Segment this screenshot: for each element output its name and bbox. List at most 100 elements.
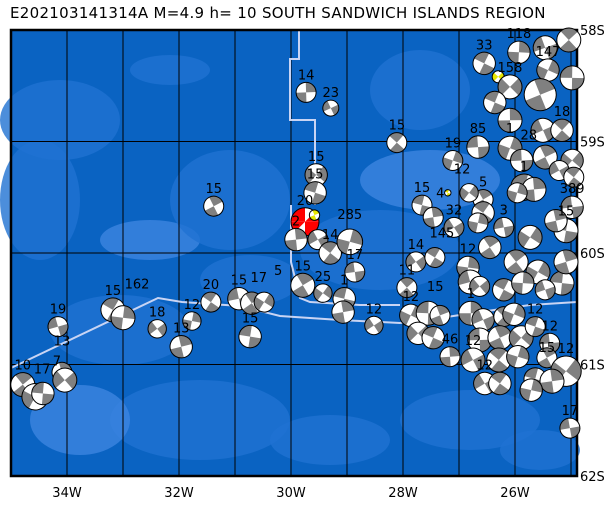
beachball [517,224,543,250]
beachball-compression [423,207,444,228]
event-depth-label: 15 [231,274,248,289]
beachball [47,316,69,338]
lon-tick-label: 26W [500,486,530,501]
event-depth-label: 15 [414,181,431,196]
event-depth-label: 5 [479,175,487,190]
beachball-compression [444,189,451,196]
beachball [532,144,558,170]
beachball-compression [405,253,426,270]
beachball [422,206,444,228]
beachball-outline [442,150,464,171]
beachball-compression [559,418,580,438]
beachball-outline [421,326,445,350]
event-depth-label: 145 [430,226,455,241]
beachball [396,277,418,299]
beachball-compression [531,119,555,142]
beachball-outline [405,251,427,273]
bathymetry-patch [100,220,200,260]
beachball [483,90,507,115]
beachball [487,325,513,351]
beachball-outline [295,81,317,103]
beachball [469,275,491,297]
beachball-compression [507,41,531,64]
beachball-compression [422,326,444,349]
beachball-outline [553,249,579,275]
beachball [290,272,316,298]
beachball-compression [553,119,571,142]
beachball-compression [502,303,526,325]
beachball-compression [182,311,202,331]
beachball-outline [322,99,340,117]
beachball [539,368,565,394]
beachball [386,132,408,154]
beachball [308,209,321,221]
event-depth-label: 15 [427,280,444,295]
event-depth-label: 12 [527,303,544,318]
bathymetry-patch [400,390,540,450]
beachball-compression [490,372,509,395]
beachball-compression [469,278,490,295]
beachball-compression [48,316,68,337]
beachball-outline [511,271,535,295]
beachball-compression [148,321,167,337]
beachball [507,40,531,64]
beachball [556,27,582,53]
beachball-compression [520,379,543,402]
event-depth-label: 162 [125,278,150,293]
beachball [560,195,584,220]
event-depth-label: 12 [184,298,201,313]
event-depth-label: 15 [294,259,311,274]
event-depth-label: 4 [436,186,444,201]
beachball [31,381,55,406]
beachball [559,417,581,439]
event-depth-label: 19 [50,303,67,318]
beachball-outline [284,227,308,252]
beachball [336,228,364,256]
beachball [506,182,528,204]
bathymetry-patch [500,430,580,470]
beachball [524,316,546,338]
beachball [443,216,465,238]
beachball-compression [525,316,545,337]
beachball [322,99,340,117]
beachball [466,135,490,159]
beachball-outline [517,224,543,250]
event-depth-label: 1 [520,160,528,175]
beachball [331,300,355,324]
beachball [544,208,568,233]
beachball-compression [332,300,355,324]
event-depth-label: 20 [297,194,314,209]
beachball-outline [200,291,222,313]
beachball [550,118,574,143]
event-depth-label: 28 [520,128,537,143]
event-depth-label: 12 [476,358,493,373]
beachball-outline [147,319,167,339]
beachball-compression [305,166,328,184]
event-depth-label: 18 [149,306,166,321]
beachball [421,326,445,350]
lon-tick-label: 30W [276,486,306,501]
beachball-compression [430,305,450,326]
beachball-compression [309,209,320,221]
beachball-compression [544,209,567,232]
bathymetry-patch [370,50,470,130]
beachball-outline [503,249,529,275]
beachball-outline [424,247,446,268]
event-depth-label: 25 [315,270,332,285]
beachball-outline [308,209,321,221]
beachball-outline [203,195,225,217]
beachball [439,346,461,368]
beachball-outline [497,107,523,133]
lon-tick-label: 28W [388,486,418,501]
beachball-compression [518,227,543,248]
beachball-compression [254,293,275,311]
beachball-outline [550,118,574,143]
beachball-outline [472,51,496,76]
beachball-compression [442,151,463,170]
beachball-compression [304,181,326,204]
beachball [486,347,512,373]
axis-labels: 34W 32W 30W 28W 26W 58S 59S 60S 61S 62S [52,24,605,501]
beachball-compression [539,333,560,354]
beachball-compression [507,183,528,203]
